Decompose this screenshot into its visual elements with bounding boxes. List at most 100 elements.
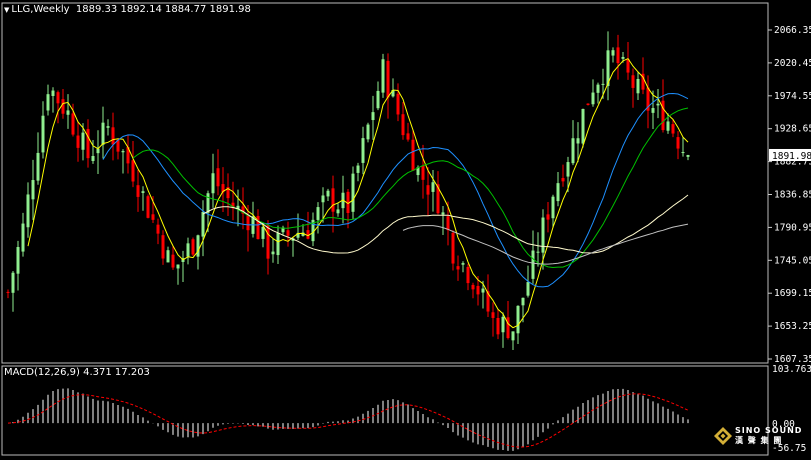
candle-body xyxy=(521,297,525,306)
candle-body xyxy=(71,113,75,135)
candle-body xyxy=(21,223,25,252)
candle-body xyxy=(166,250,170,263)
price-tick-label: 1974.55 xyxy=(774,91,811,102)
candle-body xyxy=(301,232,305,236)
candle-body xyxy=(146,196,150,218)
candle-body xyxy=(531,250,535,279)
candle-body xyxy=(636,78,640,94)
candle-body xyxy=(541,217,545,253)
price-tick-label: 1745.05 xyxy=(774,255,811,266)
price-tick-label: 2066.35 xyxy=(774,25,811,36)
candle-body xyxy=(566,162,570,177)
candle-body xyxy=(641,73,645,90)
candle-body xyxy=(96,148,100,154)
diamond-logo-icon xyxy=(714,427,732,445)
ma-longest-line xyxy=(402,223,689,265)
candle-body xyxy=(226,187,230,199)
candle-body xyxy=(106,126,110,128)
macd-layer xyxy=(7,388,689,451)
candle-body xyxy=(316,207,320,220)
price-tick-label: 1653.25 xyxy=(774,321,811,332)
candle-body xyxy=(41,115,45,153)
candle-body xyxy=(656,103,660,106)
ma-long-line xyxy=(202,194,689,254)
candle-body xyxy=(401,114,405,136)
price-tick-label: 2020.45 xyxy=(774,58,811,69)
candle-body xyxy=(491,312,495,318)
chart-frame xyxy=(1,2,769,456)
candle-body xyxy=(496,317,500,335)
macd-tick-label: 103.763 xyxy=(772,364,811,375)
candle-body xyxy=(576,138,580,144)
candle-body xyxy=(546,214,550,220)
candle-body xyxy=(336,209,340,214)
candle-body xyxy=(481,288,485,293)
candle-body xyxy=(551,196,555,219)
price-tick-label: 1882.75 xyxy=(774,157,811,168)
candle-body xyxy=(311,219,315,242)
candle-body xyxy=(76,135,80,148)
moving-averages-layer xyxy=(27,57,689,329)
candle-body xyxy=(56,92,60,104)
candle-body xyxy=(426,185,430,195)
candle-body xyxy=(151,214,155,220)
current-price-box xyxy=(769,148,811,161)
current-price-label: 1891.98 xyxy=(772,151,811,162)
candle-body xyxy=(131,160,135,182)
candle-body xyxy=(261,226,265,239)
candle-body xyxy=(391,90,395,97)
price-tick-label: 1790.95 xyxy=(774,222,811,233)
candle-body xyxy=(671,124,675,134)
candle-body xyxy=(571,138,575,164)
candle-body xyxy=(411,139,415,171)
ma-green-line xyxy=(132,107,689,269)
price-tick-label: 1607.35 xyxy=(774,354,811,365)
candle-body xyxy=(536,251,540,253)
candle-body xyxy=(446,216,450,231)
candle-body xyxy=(616,47,620,64)
candle-body xyxy=(36,152,40,181)
candle-body xyxy=(621,56,625,59)
candle-body xyxy=(501,316,505,333)
candle-body xyxy=(206,193,210,213)
candle-body xyxy=(586,103,590,105)
candle-body xyxy=(101,122,105,145)
candle-body xyxy=(266,225,270,259)
candle-body xyxy=(81,132,85,150)
candle-body xyxy=(351,173,355,212)
candle-body xyxy=(321,195,325,203)
candle-body xyxy=(486,291,490,312)
sino-sound-logo: SINO SOUND 漢 聲 集 團 xyxy=(714,426,802,446)
symbol-timeframe: LLG,Weekly xyxy=(11,4,70,15)
price-pane-border xyxy=(1,2,769,364)
price-tick-label: 1928.65 xyxy=(774,124,811,135)
candle-body xyxy=(611,50,615,56)
macd-pane-border xyxy=(1,365,769,456)
candle-body xyxy=(276,232,280,256)
candle-body xyxy=(526,282,530,296)
candle-body xyxy=(51,90,55,96)
dropdown-triangle-icon[interactable]: ▼ xyxy=(4,6,10,14)
candle-body xyxy=(191,239,195,255)
candle-body xyxy=(681,152,685,154)
candle-body xyxy=(406,133,410,140)
candle-body xyxy=(86,128,90,159)
candle-body xyxy=(591,92,595,105)
candle-body xyxy=(11,272,15,293)
candle-body xyxy=(26,194,30,228)
candle-body xyxy=(61,99,65,114)
candle-body xyxy=(281,227,285,233)
candle-body xyxy=(66,110,70,115)
macd-signal-line xyxy=(7,393,689,448)
candle-body xyxy=(211,173,215,194)
candle-body xyxy=(676,137,680,149)
candle-body xyxy=(141,191,145,193)
ma-fast-line xyxy=(27,57,689,329)
candle-body xyxy=(366,124,370,140)
candle-body xyxy=(386,60,390,98)
candle-body xyxy=(306,230,310,239)
macd-tick-label: 0.00 xyxy=(772,419,795,430)
candle-body xyxy=(646,87,650,111)
price-tick-label: 1836.85 xyxy=(774,190,811,201)
